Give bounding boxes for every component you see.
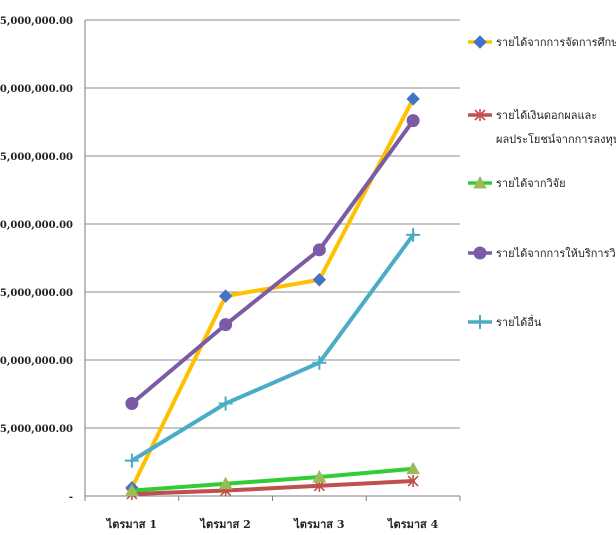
legend-label: ผลประโยชน์จากการลงทุน: [496, 132, 616, 146]
data-point: [218, 476, 233, 490]
y-tick-label: 15,000,000.00: [0, 288, 73, 299]
data-point: [312, 469, 327, 483]
data-point: [218, 289, 233, 303]
y-tick-label: -: [69, 492, 73, 503]
legend-marker: [473, 315, 487, 329]
data-point: [407, 475, 419, 488]
data-point: [406, 92, 420, 106]
data-point: [312, 355, 327, 370]
y-tick-label: 5,000,000.00: [0, 424, 73, 435]
legend: รายได้จากการจัดการศึกษารายได้เงินดอกผลแล…: [468, 35, 616, 329]
y-axis-ticks: - 5,000,000.00 10,000,000.00 15,000,000.00 2…: [0, 16, 73, 503]
data-point: [219, 318, 233, 332]
data-point: [218, 396, 233, 411]
series-line-5: [129, 232, 416, 463]
x-tick-label: ไตรมาส 4: [386, 517, 439, 531]
series-group: [124, 92, 421, 500]
y-tick-label: 25,000,000.00: [0, 152, 73, 163]
x-tick-label: ไตรมาส 2: [199, 517, 251, 531]
legend-label: รายได้จากการให้บริการวิชาการ: [496, 247, 616, 260]
y-tick-label: 10,000,000.00: [0, 356, 73, 367]
legend-marker: [473, 175, 487, 189]
data-point: [312, 243, 326, 257]
y-tick-label: 30,000,000.00: [0, 84, 73, 95]
legend-marker: [473, 35, 487, 49]
series-line-3: [129, 466, 416, 493]
grid-lines: [84, 19, 460, 497]
x-tick-label: ไตรมาส 3: [292, 517, 344, 531]
data-point: [124, 453, 139, 468]
y-tick-label: 20,000,000.00: [0, 220, 73, 231]
x-axis-ticks: ไตรมาส 1 ไตรมาส 2 ไตรมาส 3 ไตรมาส 4: [84, 496, 461, 531]
legend-label: รายได้อื่น: [496, 314, 542, 329]
legend-label: รายได้จากการจัดการศึกษา: [496, 36, 616, 49]
series-line-4: [129, 118, 416, 406]
data-point: [406, 114, 420, 128]
legend-label: รายได้จากวิจัย: [496, 177, 566, 190]
data-point: [406, 227, 421, 242]
legend-marker: [473, 246, 487, 260]
legend-label: รายได้เงินดอกผลและ: [496, 109, 597, 122]
data-point: [312, 273, 327, 287]
data-point: [125, 483, 139, 497]
series-line-2: [129, 479, 416, 496]
data-point: [125, 397, 139, 411]
x-tick-label: ไตรมาส 1: [105, 517, 157, 531]
y-tick-label: 35,000,000.00: [0, 16, 73, 27]
legend-marker: [474, 109, 486, 121]
data-point: [406, 461, 420, 475]
